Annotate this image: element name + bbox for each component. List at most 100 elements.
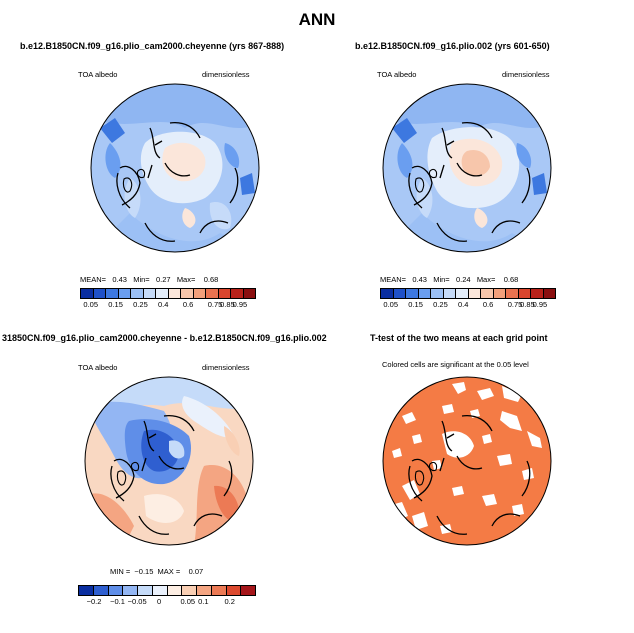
colorbar-tick-label: 0.05 (180, 597, 196, 606)
colorbar-tick-label: 0.4 (158, 300, 169, 309)
colorbar-swatch (418, 289, 431, 298)
polar-map (90, 83, 260, 253)
colorbar-tick-label: 0 (157, 597, 162, 606)
max-label: MAX = (157, 567, 181, 576)
max-label: Max= (476, 275, 496, 284)
max-value: 0.68 (203, 275, 219, 284)
stats-line: MEAN= 0.43 Min= 0.24 Max= 0.68 (380, 275, 518, 284)
panel-title: T-test of the two means at each grid poi… (370, 333, 548, 343)
colorbar (380, 288, 556, 299)
colorbar (80, 288, 256, 299)
colorbar-swatch (152, 586, 168, 595)
polar-map (382, 83, 552, 253)
significance-note: Colored cells are significant at the 0.0… (382, 360, 529, 369)
colorbar-swatch (506, 289, 519, 298)
colorbar-swatch (138, 586, 153, 595)
colorbar-swatch (518, 289, 531, 298)
colorbar-swatch (218, 289, 231, 298)
colorbar (78, 585, 256, 596)
min-label: MIN = (110, 567, 131, 576)
min-value: 0.24 (455, 275, 471, 284)
colorbar-swatch (108, 586, 124, 595)
figure-title: ANN (298, 10, 336, 29)
colorbar-swatch (243, 289, 255, 298)
colorbar-swatch (381, 289, 394, 298)
colorbar-swatch (226, 586, 242, 595)
units-label: dimensionless (202, 363, 250, 372)
colorbar-swatch (406, 289, 419, 298)
variable-label: TOA albedo (78, 363, 118, 372)
min-label: Min= (133, 275, 150, 284)
panel-title: b.e12.B1850CN.f09_g16.plio_cam2000.cheye… (20, 41, 285, 51)
polar-map (84, 376, 254, 546)
max-label: Max= (176, 275, 196, 284)
units-label: dimensionless (502, 70, 550, 79)
colorbar-tick-label: −0.2 (86, 597, 102, 606)
variable-label: TOA albedo (78, 70, 118, 79)
mean-value: 0.43 (112, 275, 127, 284)
panel-title: b.e12.B1850CN.f09_g16.plio.002 (yrs 601-… (355, 41, 550, 51)
colorbar-swatch (123, 586, 138, 595)
max-value: 0.68 (503, 275, 519, 284)
min-value: 0.27 (155, 275, 171, 284)
colorbar-tick-label: 0.2 (224, 597, 235, 606)
colorbar-swatch (79, 586, 94, 595)
min-label: Min= (433, 275, 450, 284)
colorbar-tick-label: −0.1 (110, 597, 125, 606)
colorbar-swatch (481, 289, 494, 298)
colorbar-swatch (81, 289, 94, 298)
colorbar-tick-label: 0.15 (408, 300, 423, 309)
colorbar-swatch (197, 586, 212, 595)
variable-label: TOA albedo (377, 70, 417, 79)
colorbar-swatch (543, 289, 555, 298)
colorbar-tick-label: 0.1 (198, 597, 209, 606)
colorbar-tick-label: 0.6 (482, 300, 494, 309)
colorbar-tick-label: 0.25 (433, 300, 448, 309)
colorbar-swatch (168, 289, 181, 298)
colorbar-swatch (468, 289, 481, 298)
max-value: 0.07 (188, 567, 204, 576)
colorbar-tick-label: 0.05 (83, 300, 99, 309)
colorbar-swatch (167, 586, 183, 595)
colorbar-tick-label: 0.95 (532, 300, 548, 309)
mean-value: 0.43 (412, 275, 427, 284)
colorbar-tick-label: 0.25 (133, 300, 148, 309)
min-value: −0.15 (134, 567, 154, 576)
colorbar-tick-label: 0.85 (220, 300, 235, 309)
colorbar-swatch (241, 586, 255, 595)
colorbar-tick-label: 0.05 (383, 300, 399, 309)
panel-title: 31850CN.f09_g16.plio_cam2000.cheyenne - … (2, 333, 327, 343)
colorbar-swatch (156, 289, 169, 298)
units-label: dimensionless (202, 70, 250, 79)
colorbar-swatch (456, 289, 469, 298)
colorbar-swatch (181, 289, 194, 298)
stats-line: MEAN= 0.43 Min= 0.27 Max= 0.68 (80, 275, 218, 284)
colorbar-swatch (93, 586, 109, 595)
colorbar-swatch (211, 586, 227, 595)
polar-map (382, 376, 552, 546)
colorbar-tick-label: −0.05 (127, 597, 147, 606)
mean-label: MEAN= (380, 275, 407, 284)
mean-label: MEAN= (80, 275, 107, 284)
colorbar-tick-label: 0.85 (520, 300, 535, 309)
colorbar-tick-label: 0.15 (108, 300, 123, 309)
stats-line: MIN = −0.15 MAX = 0.07 (110, 567, 203, 576)
colorbar-tick-label: 0.4 (458, 300, 469, 309)
colorbar-tick-label: 0.95 (232, 300, 248, 309)
colorbar-swatch (118, 289, 131, 298)
colorbar-swatch (431, 289, 444, 298)
colorbar-swatch (443, 289, 456, 298)
colorbar-swatch (231, 289, 244, 298)
colorbar-tick-label: 0.75 (207, 300, 223, 309)
colorbar-swatch (206, 289, 219, 298)
colorbar-swatch (393, 289, 406, 298)
colorbar-tick-label: 0.75 (507, 300, 523, 309)
colorbar-swatch (193, 289, 206, 298)
colorbar-swatch (106, 289, 119, 298)
colorbar-swatch (131, 289, 144, 298)
colorbar-swatch (143, 289, 156, 298)
colorbar-swatch (182, 586, 197, 595)
colorbar-tick-label: 0.6 (182, 300, 194, 309)
colorbar-swatch (93, 289, 106, 298)
colorbar-swatch (493, 289, 506, 298)
